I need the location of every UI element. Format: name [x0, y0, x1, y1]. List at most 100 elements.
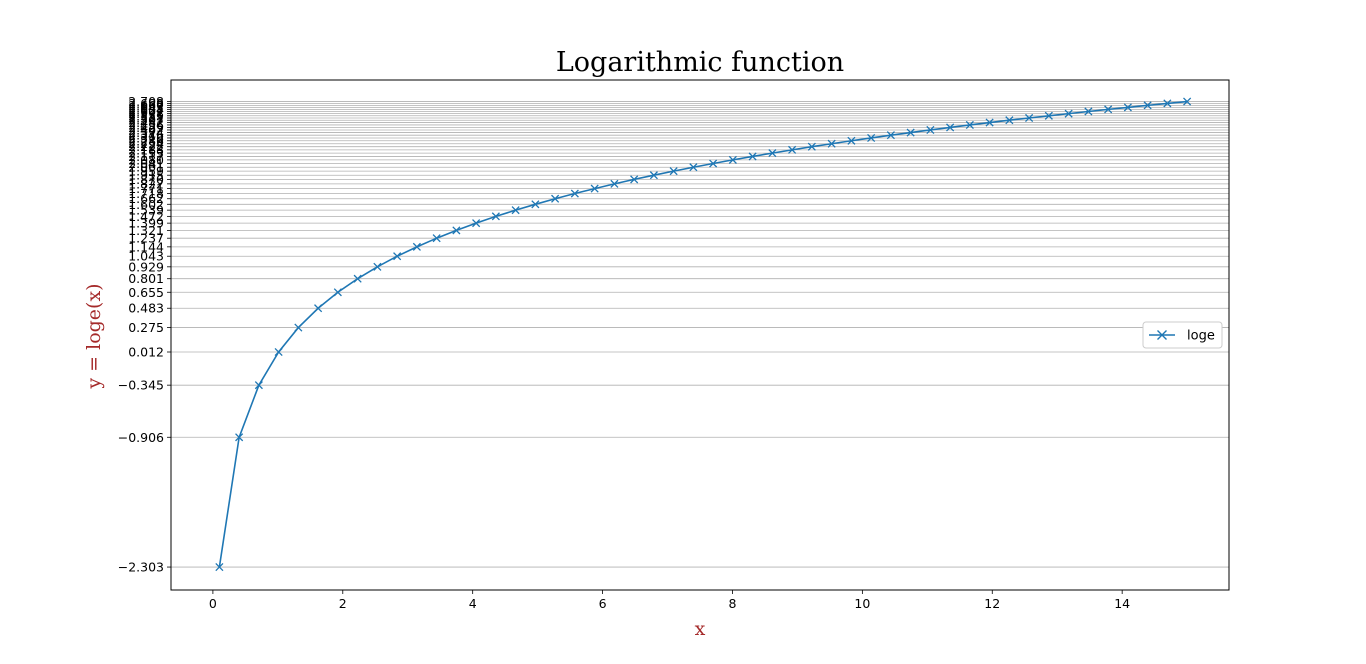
y-tick-label: 1.602 — [128, 197, 164, 212]
data-point — [768, 149, 777, 158]
data-point — [847, 136, 856, 145]
y-tick-label: 2.041 — [128, 156, 164, 171]
y-tick-label: 2.117 — [128, 149, 164, 164]
y-tick-label: 1.237 — [128, 231, 164, 246]
data-point — [689, 163, 698, 172]
data-point — [511, 206, 520, 215]
data-point — [965, 120, 974, 130]
data-point — [353, 274, 362, 283]
y-tick-label: 1.822 — [128, 176, 164, 191]
legend-x-marker-icon — [1157, 330, 1167, 340]
data-point — [373, 262, 382, 271]
x-tick-label: 2 — [339, 596, 347, 611]
y-tick-label: 2.188 — [128, 142, 164, 157]
y-tick-label: 0.801 — [128, 271, 164, 286]
y-tick-label: 1.321 — [128, 223, 164, 238]
y-tick-label: 2.456 — [128, 117, 164, 132]
y-tick-label: 2.254 — [128, 136, 164, 151]
y-tick-label: 2.667 — [128, 98, 164, 113]
x-axis-ticks: 0 2 4 6 8 10 12 14 — [209, 590, 1130, 611]
y-tick-label: 1.662 — [128, 191, 164, 206]
y-tick-label: 2.402 — [128, 122, 164, 137]
data-point — [1064, 109, 1073, 118]
y-tick-label: −0.906 — [118, 430, 164, 445]
data-point — [333, 288, 342, 297]
data-point — [531, 200, 540, 209]
data-point — [867, 133, 876, 143]
data-point — [827, 139, 836, 148]
x-tick-label: 8 — [728, 596, 736, 611]
data-point — [946, 123, 955, 132]
series-layer — [215, 97, 1192, 572]
y-tick-label: 1.718 — [128, 186, 164, 201]
data-point — [235, 433, 244, 442]
data-point — [906, 128, 915, 137]
series-line-loge — [218, 100, 1188, 568]
data-point — [807, 142, 816, 151]
data-point — [1123, 103, 1132, 112]
y-tick-label: 0.655 — [128, 285, 164, 300]
legend-entry-loge: loge — [1187, 329, 1215, 344]
data-point — [1104, 105, 1113, 114]
x-axis-label: x — [695, 618, 706, 640]
data-point — [1143, 101, 1152, 110]
data-point — [1005, 116, 1014, 125]
data-point — [254, 381, 263, 390]
data-point — [551, 194, 560, 203]
y-tick-label: 2.601 — [128, 104, 164, 119]
data-point — [748, 152, 757, 161]
data-point — [215, 562, 224, 572]
y-tick-label: 2.080 — [128, 152, 164, 167]
data-point — [412, 242, 421, 251]
x-tick-label: 10 — [854, 596, 870, 611]
grid-lines — [171, 101, 1229, 568]
x-tick-label: 0 — [209, 596, 217, 611]
data-point — [985, 118, 994, 127]
y-tick-label: 2.578 — [128, 106, 164, 121]
data-point — [1084, 107, 1093, 116]
data-point — [926, 125, 935, 135]
data-point — [570, 189, 579, 198]
x-tick-label: 6 — [599, 596, 607, 611]
y-tick-label: 2.708 — [128, 94, 164, 109]
y-tick-label: 2.507 — [128, 113, 164, 128]
y-tick-label: 1.959 — [128, 164, 164, 179]
y-tick-label: 1.043 — [128, 249, 164, 264]
data-point — [432, 234, 441, 243]
data-point — [728, 155, 737, 164]
y-tick-label: 2.001 — [128, 160, 164, 175]
data-point — [610, 179, 619, 188]
data-point — [886, 131, 895, 140]
y-tick-label: 2.286 — [128, 133, 164, 148]
data-point — [1163, 99, 1172, 108]
y-tick-label: −2.303 — [118, 560, 164, 575]
data-point — [314, 304, 323, 313]
y-tick-label: 0.275 — [128, 320, 164, 335]
y-tick-label: 2.531 — [128, 110, 164, 125]
x-tick-label: 12 — [984, 596, 1000, 611]
y-tick-label: 2.222 — [128, 139, 164, 154]
data-point — [669, 167, 678, 176]
y-tick-label: −0.345 — [118, 378, 164, 393]
y-tick-label: 0.012 — [128, 345, 164, 360]
y-axis-ticks: −2.303−0.906−0.3450.0120.2750.4830.6550.… — [118, 94, 171, 575]
y-tick-label: 2.346 — [128, 128, 164, 143]
plot-frame — [170, 79, 1230, 591]
y-tick-label: 2.482 — [128, 115, 164, 130]
y-tick-label: 2.429 — [128, 120, 164, 135]
y-tick-label: 1.472 — [128, 209, 164, 224]
x-tick-label: 14 — [1114, 596, 1130, 611]
data-point — [274, 347, 283, 357]
data-point — [294, 323, 303, 332]
data-point — [472, 219, 481, 228]
data-point — [630, 175, 639, 184]
data-point — [1183, 97, 1192, 106]
legend: loge — [1142, 321, 1223, 349]
data-point — [649, 171, 658, 180]
data-point — [491, 212, 500, 221]
y-tick-label: 2.374 — [128, 125, 164, 140]
data-point — [709, 159, 718, 168]
y-tick-label: 1.144 — [128, 239, 164, 254]
data-point — [1044, 111, 1053, 120]
